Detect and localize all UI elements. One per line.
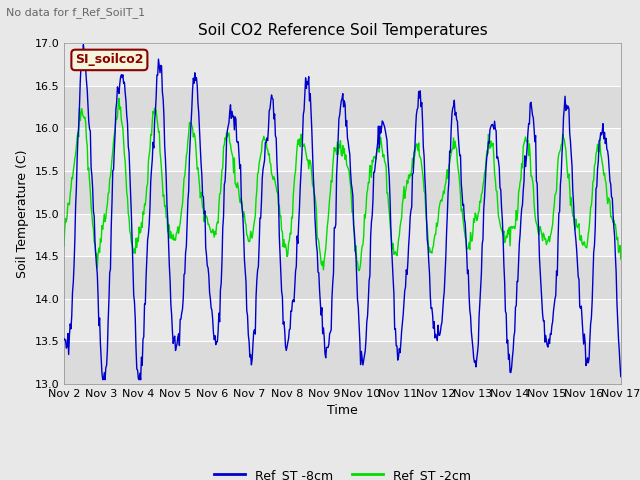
Bar xyxy=(64,256,621,299)
Legend: Ref_ST -8cm, Ref_ST -2cm: Ref_ST -8cm, Ref_ST -2cm xyxy=(209,464,476,480)
Bar xyxy=(64,128,621,171)
Bar xyxy=(64,214,621,256)
Bar xyxy=(64,341,621,384)
Y-axis label: Soil Temperature (C): Soil Temperature (C) xyxy=(16,149,29,278)
Text: No data for f_Ref_SoilT_1: No data for f_Ref_SoilT_1 xyxy=(6,7,145,18)
Bar xyxy=(64,171,621,214)
Bar xyxy=(64,299,621,341)
Bar xyxy=(64,86,621,129)
X-axis label: Time: Time xyxy=(327,405,358,418)
Title: Soil CO2 Reference Soil Temperatures: Soil CO2 Reference Soil Temperatures xyxy=(198,23,487,38)
Text: SI_soilco2: SI_soilco2 xyxy=(75,53,143,66)
Bar xyxy=(64,43,621,86)
